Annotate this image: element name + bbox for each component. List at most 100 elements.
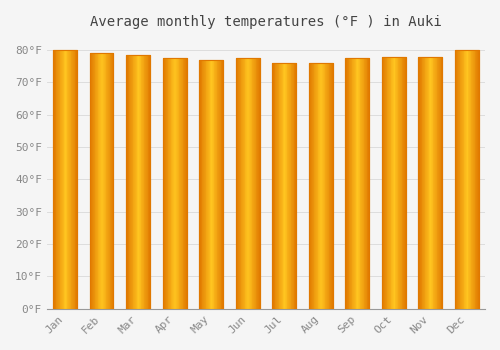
- Bar: [432, 56, 434, 309]
- Bar: [347, 58, 348, 309]
- Bar: [394, 56, 396, 309]
- Bar: [404, 56, 405, 309]
- Bar: [455, 50, 478, 309]
- Bar: [388, 56, 389, 309]
- Bar: [72, 50, 73, 309]
- Bar: [248, 58, 250, 309]
- Bar: [65, 50, 66, 309]
- Bar: [236, 58, 260, 309]
- Bar: [57, 50, 58, 309]
- Bar: [127, 55, 128, 309]
- Bar: [277, 63, 278, 309]
- Bar: [285, 63, 286, 309]
- Bar: [386, 56, 388, 309]
- Bar: [54, 50, 77, 309]
- Bar: [427, 56, 428, 309]
- Bar: [246, 58, 247, 309]
- Bar: [170, 58, 172, 309]
- Bar: [309, 63, 332, 309]
- Bar: [455, 50, 456, 309]
- Bar: [220, 60, 222, 309]
- Bar: [148, 55, 149, 309]
- Bar: [473, 50, 474, 309]
- Bar: [292, 63, 293, 309]
- Bar: [418, 56, 442, 309]
- Bar: [173, 58, 174, 309]
- Bar: [200, 60, 223, 309]
- Bar: [384, 56, 385, 309]
- Bar: [238, 58, 239, 309]
- Bar: [280, 63, 281, 309]
- Bar: [146, 55, 147, 309]
- Bar: [461, 50, 462, 309]
- Bar: [346, 58, 347, 309]
- Bar: [181, 58, 182, 309]
- Bar: [69, 50, 70, 309]
- Bar: [130, 55, 131, 309]
- Bar: [309, 63, 332, 309]
- Bar: [73, 50, 74, 309]
- Bar: [323, 63, 324, 309]
- Bar: [357, 58, 358, 309]
- Bar: [251, 58, 252, 309]
- Bar: [104, 53, 105, 309]
- Bar: [428, 56, 430, 309]
- Bar: [66, 50, 68, 309]
- Bar: [210, 60, 211, 309]
- Bar: [418, 56, 419, 309]
- Bar: [102, 53, 103, 309]
- Bar: [436, 56, 438, 309]
- Bar: [163, 58, 186, 309]
- Bar: [313, 63, 314, 309]
- Bar: [346, 58, 369, 309]
- Bar: [202, 60, 203, 309]
- Bar: [348, 58, 350, 309]
- Bar: [174, 58, 176, 309]
- Bar: [98, 53, 100, 309]
- Bar: [435, 56, 436, 309]
- Bar: [142, 55, 143, 309]
- Bar: [273, 63, 274, 309]
- Bar: [110, 53, 111, 309]
- Bar: [272, 63, 296, 309]
- Bar: [163, 58, 164, 309]
- Bar: [434, 56, 435, 309]
- Bar: [472, 50, 473, 309]
- Bar: [90, 53, 114, 309]
- Bar: [400, 56, 401, 309]
- Bar: [250, 58, 251, 309]
- Bar: [422, 56, 423, 309]
- Bar: [106, 53, 107, 309]
- Bar: [402, 56, 403, 309]
- Bar: [364, 58, 365, 309]
- Bar: [382, 56, 384, 309]
- Bar: [403, 56, 404, 309]
- Bar: [164, 58, 165, 309]
- Bar: [462, 50, 463, 309]
- Bar: [420, 56, 422, 309]
- Bar: [209, 60, 210, 309]
- Bar: [70, 50, 72, 309]
- Bar: [438, 56, 439, 309]
- Bar: [214, 60, 215, 309]
- Bar: [134, 55, 135, 309]
- Bar: [54, 50, 55, 309]
- Bar: [278, 63, 280, 309]
- Bar: [177, 58, 178, 309]
- Bar: [359, 58, 360, 309]
- Bar: [185, 58, 186, 309]
- Bar: [466, 50, 468, 309]
- Bar: [254, 58, 255, 309]
- Bar: [464, 50, 465, 309]
- Bar: [178, 58, 180, 309]
- Bar: [312, 63, 313, 309]
- Bar: [460, 50, 461, 309]
- Bar: [272, 63, 296, 309]
- Bar: [244, 58, 246, 309]
- Bar: [252, 58, 253, 309]
- Bar: [182, 58, 184, 309]
- Bar: [476, 50, 477, 309]
- Bar: [126, 55, 150, 309]
- Bar: [168, 58, 169, 309]
- Bar: [398, 56, 400, 309]
